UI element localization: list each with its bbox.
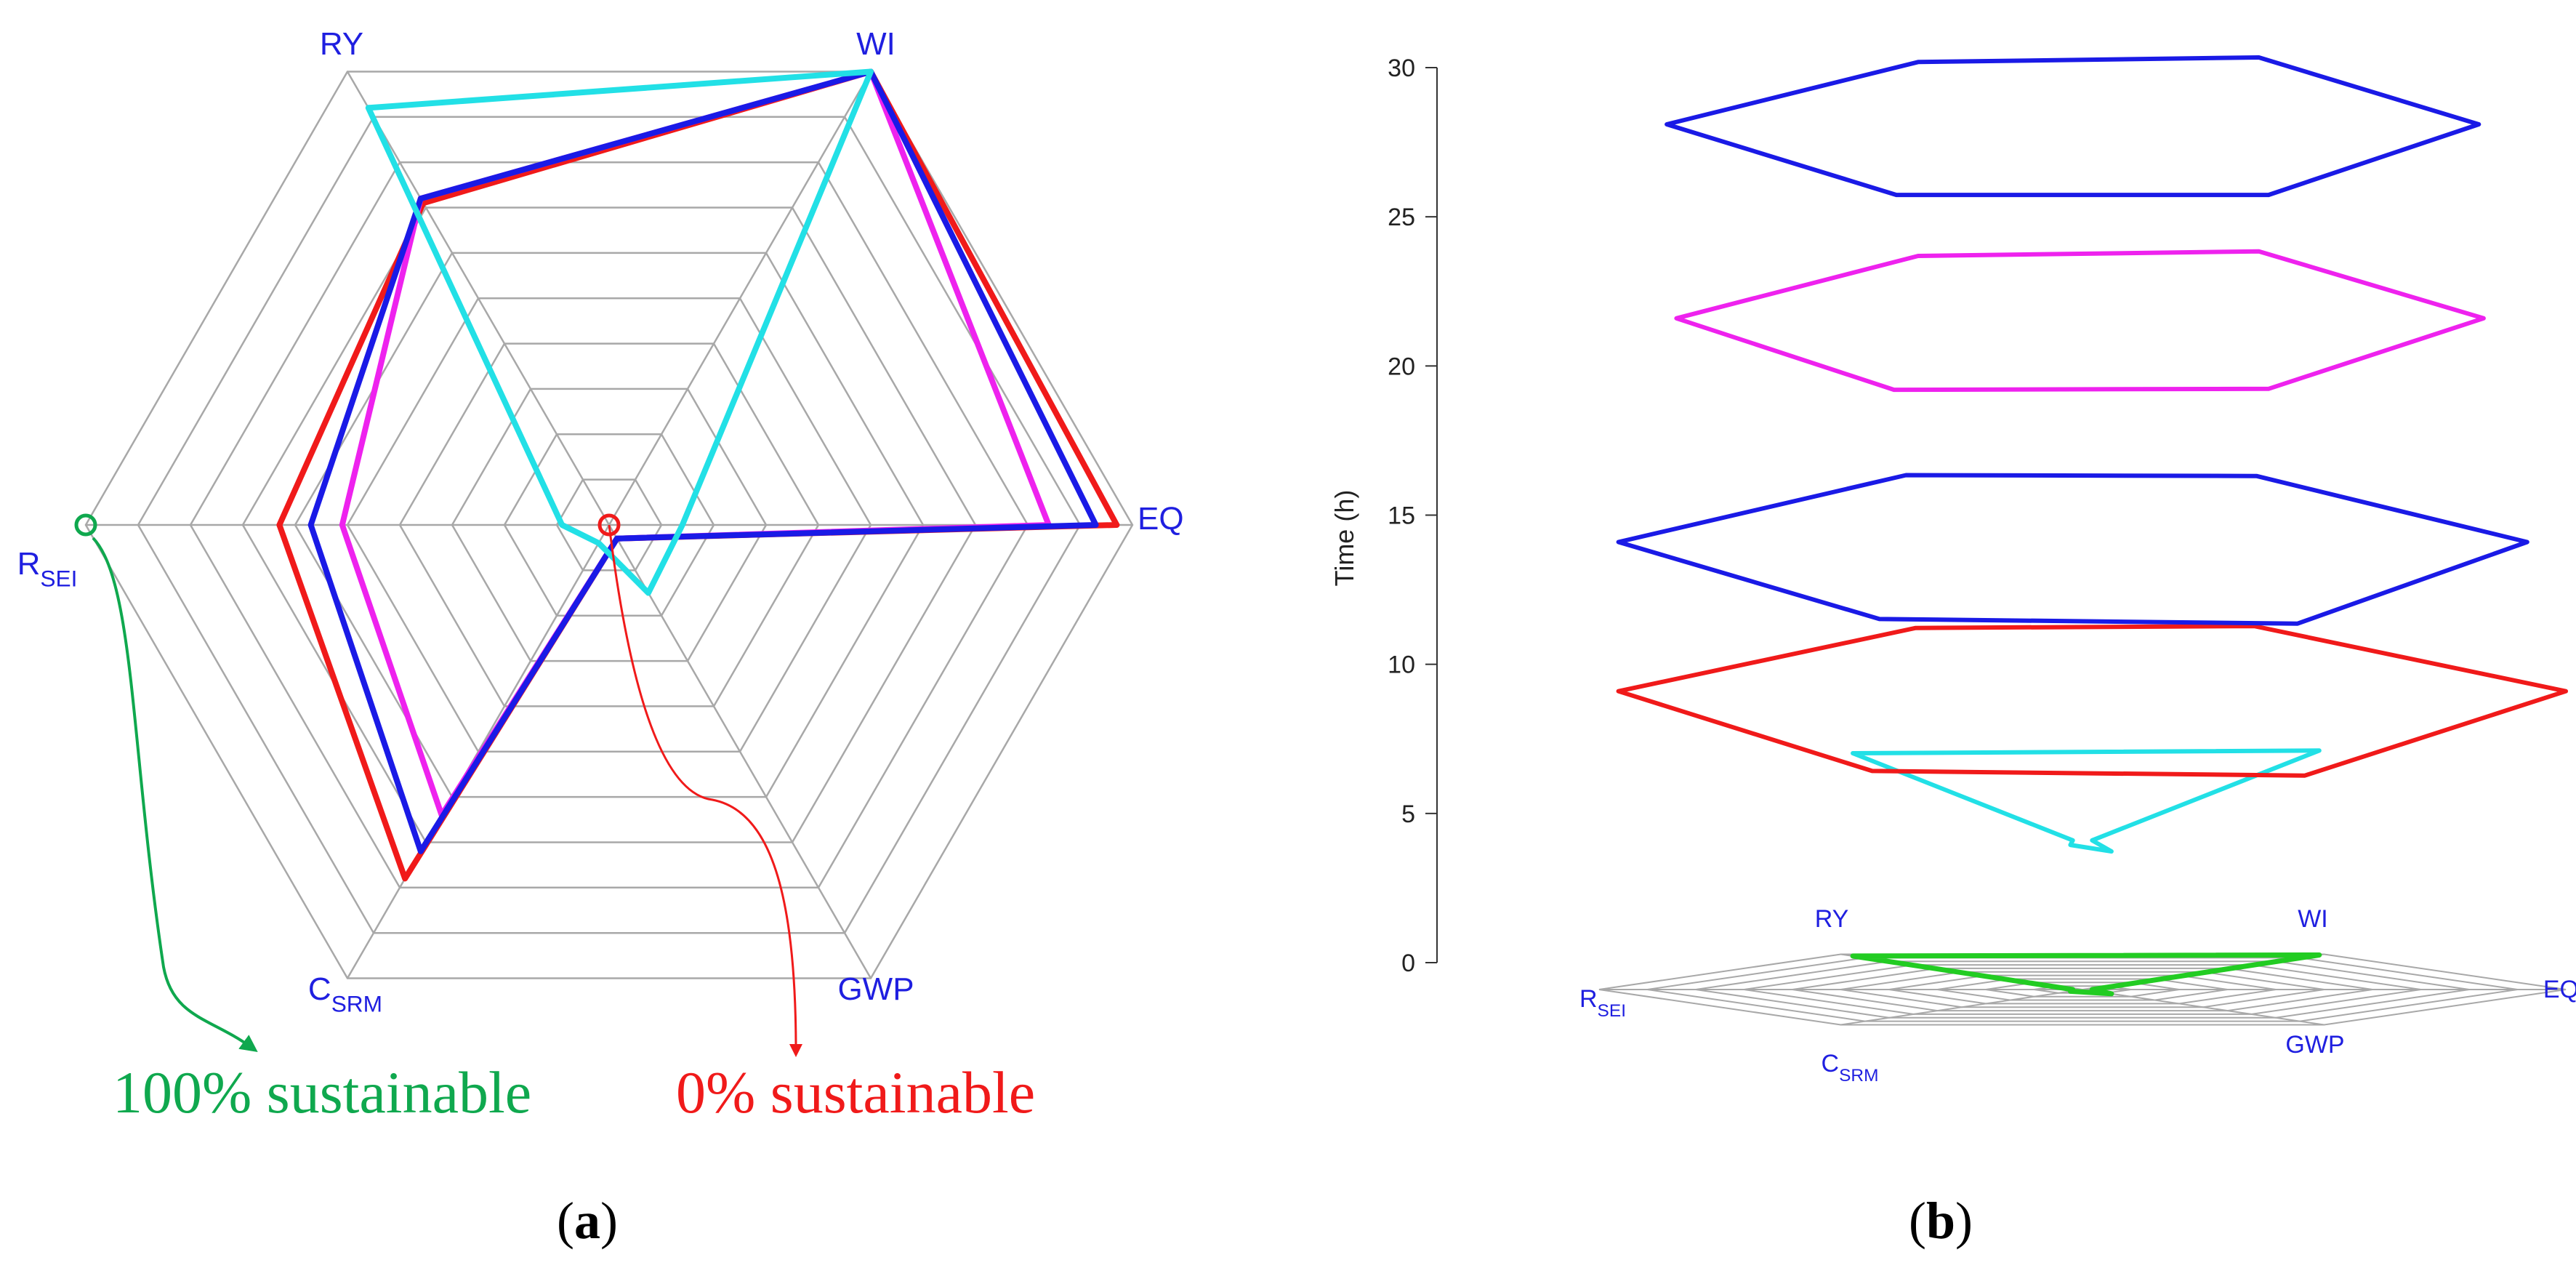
axis-label-eq-main: EQ xyxy=(1138,501,1184,537)
base-label-c-srm-main: C xyxy=(1822,1050,1840,1078)
time-slice-22_5 xyxy=(1674,249,2486,393)
base-label-r-sei: RSEI xyxy=(1579,985,1626,1021)
series-magenta xyxy=(339,68,1052,819)
axis-label-gwp: GWP xyxy=(837,971,914,1007)
time-slice-5 xyxy=(1851,748,2322,854)
axis-label-c-srm: CSRM xyxy=(308,971,382,1017)
annotation-0-sustainable: 0% sustainable xyxy=(676,1059,1035,1125)
base-spoke-4 xyxy=(1840,989,2083,1026)
axis-label-wi-main: WI xyxy=(856,26,895,62)
green-arrow xyxy=(92,537,258,1053)
base-label-eq-main: EQ xyxy=(2543,976,2576,1003)
radar-chart-a: WI EQ GWP CSRM RSEI RY 100% sustainable 0% su… xyxy=(17,26,1184,1250)
axis-label-eq: EQ xyxy=(1138,501,1184,537)
radar-axis-labels: WI EQ GWP CSRM RSEI RY xyxy=(17,26,1184,1017)
grid-spoke-0 xyxy=(608,71,872,526)
time-slice-0 xyxy=(1850,952,2322,997)
base-label-r-sei-main: R xyxy=(1579,985,1598,1013)
base-label-eq: EQ xyxy=(2543,976,2576,1003)
red-arrow xyxy=(608,524,802,1057)
axis-label-r-sei: RSEI xyxy=(17,546,78,592)
ytick-label-10: 10 xyxy=(1388,651,1415,679)
base-axis-labels: RY WI EQ GWP CSRM RSEI xyxy=(1579,905,2576,1086)
ytick-label-25: 25 xyxy=(1388,204,1415,231)
grid-spoke-5 xyxy=(346,71,611,526)
axis-label-r-sei-main: R xyxy=(17,546,41,582)
base-label-gwp: GWP xyxy=(2285,1031,2344,1059)
base-label-ry: RY xyxy=(1815,905,1849,933)
base-spoke-3 xyxy=(2082,989,2325,1026)
time-slice-29 xyxy=(1665,55,2482,198)
base-label-c-srm-sub: SRM xyxy=(1839,1066,1878,1086)
base-label-gwp-main: GWP xyxy=(2285,1031,2344,1059)
ytick-label-30: 30 xyxy=(1388,55,1415,82)
series-red xyxy=(276,68,1120,882)
time-slice-10 xyxy=(1616,624,2568,778)
series-cyan xyxy=(365,68,874,596)
red-ring-marker xyxy=(597,513,621,537)
time-series-polygons xyxy=(1616,55,2568,997)
axis-label-wi: WI xyxy=(856,26,895,62)
ytick-label-0: 0 xyxy=(1401,950,1415,977)
panel-label-a: (a) xyxy=(557,1192,618,1250)
axis-label-c-srm-main: C xyxy=(308,971,331,1007)
base-label-c-srm: CSRM xyxy=(1822,1050,1879,1086)
axis-label-ry-main: RY xyxy=(320,26,363,62)
ytick-label-20: 20 xyxy=(1388,353,1415,380)
annotation-100-sustainable: 100% sustainable xyxy=(113,1059,531,1125)
radar-series-group xyxy=(276,68,1120,882)
ytick-label-15: 15 xyxy=(1388,502,1415,530)
axis-label-ry: RY xyxy=(320,26,363,62)
base-label-wi-main: WI xyxy=(2298,905,2328,933)
panel-label-b: (b) xyxy=(1909,1192,1973,1250)
time-axis: 0 5 10 15 20 25 30 xyxy=(1388,55,1438,977)
grid-spoke-2 xyxy=(608,524,872,979)
axis-label-c-srm-sub: SRM xyxy=(331,991,382,1017)
time-slice-15 xyxy=(1616,473,2529,626)
base-label-wi: WI xyxy=(2298,905,2328,933)
grid-spoke-3 xyxy=(346,524,611,979)
green-ring-marker xyxy=(74,513,97,537)
base-label-ry-main: RY xyxy=(1815,905,1849,933)
y-axis-label: Time (h) xyxy=(1329,490,1359,587)
base-label-r-sei-sub: SEI xyxy=(1598,1001,1626,1021)
ytick-label-5: 5 xyxy=(1401,800,1415,828)
axis-label-gwp-main: GWP xyxy=(837,971,914,1007)
sustainability-annotations: 100% sustainable 0% sustainable xyxy=(74,513,1035,1125)
series-blue xyxy=(307,68,1099,854)
axis-label-r-sei-sub: SEI xyxy=(40,566,77,592)
